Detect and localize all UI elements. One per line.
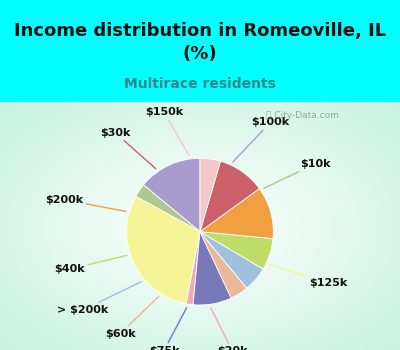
Text: $10k: $10k	[264, 159, 330, 188]
Wedge shape	[193, 232, 231, 305]
Text: Income distribution in Romeoville, IL
(%): Income distribution in Romeoville, IL (%…	[14, 22, 386, 63]
Wedge shape	[136, 185, 200, 232]
Wedge shape	[144, 158, 200, 232]
Text: $200k: $200k	[46, 195, 126, 211]
Wedge shape	[200, 232, 273, 269]
Text: Multirace residents: Multirace residents	[124, 77, 276, 91]
Text: > $200k: > $200k	[57, 282, 142, 315]
Wedge shape	[200, 232, 247, 298]
Text: $60k: $60k	[105, 296, 159, 338]
Wedge shape	[200, 189, 273, 239]
Text: $30k: $30k	[100, 128, 156, 169]
Text: $75k: $75k	[149, 307, 187, 350]
Wedge shape	[186, 232, 200, 305]
Text: ⓘ City-Data.com: ⓘ City-Data.com	[266, 111, 339, 120]
Text: $100k: $100k	[233, 118, 290, 162]
Text: $40k: $40k	[54, 256, 127, 274]
Wedge shape	[127, 196, 200, 304]
Wedge shape	[200, 158, 220, 232]
Wedge shape	[200, 161, 259, 232]
Wedge shape	[200, 232, 263, 288]
Text: $20k: $20k	[211, 308, 248, 350]
Text: $125k: $125k	[270, 264, 348, 288]
Text: $150k: $150k	[145, 107, 189, 155]
